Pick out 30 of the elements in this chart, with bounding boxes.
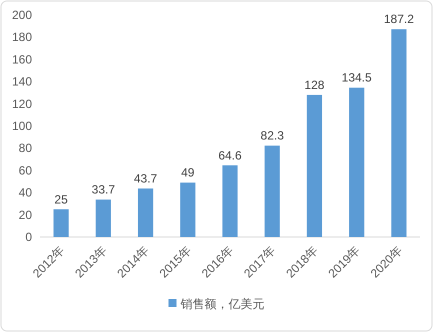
bar <box>222 165 238 237</box>
y-tick-label: 180 <box>12 30 32 44</box>
y-tick-label: 140 <box>12 74 32 89</box>
data-label: 49 <box>181 166 195 180</box>
y-tick-label: 0 <box>25 230 32 244</box>
bar <box>264 146 280 237</box>
data-label: 43.7 <box>134 171 158 186</box>
bar <box>54 209 69 237</box>
bar <box>138 188 154 237</box>
y-tick-label: 60 <box>18 163 32 178</box>
data-label: 128 <box>304 78 325 92</box>
data-label: 134.5 <box>342 70 372 85</box>
data-label: 33.7 <box>92 182 116 197</box>
y-tick-label: 120 <box>12 96 32 111</box>
bar <box>180 182 196 237</box>
y-tick-label: 40 <box>18 186 32 200</box>
bar <box>391 29 406 237</box>
data-label: 82.3 <box>260 128 284 143</box>
legend-label: 销售额，亿美元 <box>180 297 264 311</box>
data-label: 187.2 <box>384 12 414 26</box>
bar <box>349 88 364 237</box>
y-tick-label: 20 <box>18 208 32 222</box>
y-tick-label: 200 <box>12 8 32 22</box>
bar <box>96 200 111 237</box>
data-label: 64.6 <box>218 148 242 162</box>
bar <box>306 94 322 237</box>
y-tick-label: 160 <box>12 52 32 66</box>
y-tick-label: 100 <box>12 119 32 133</box>
y-tick-label: 80 <box>18 141 32 156</box>
data-label: 25 <box>54 192 68 206</box>
